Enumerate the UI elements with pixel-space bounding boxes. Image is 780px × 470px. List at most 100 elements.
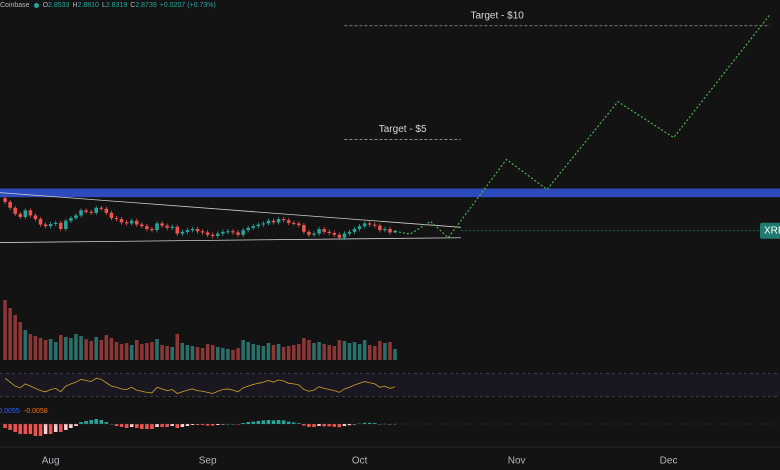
macd-histogram [18,424,23,434]
macd-histogram [347,424,352,426]
macd-histogram [291,422,296,424]
volume-bar [23,330,28,360]
macd-histogram [165,424,169,427]
macd-histogram [276,420,281,424]
ohlc-value: 2.8533 [48,2,70,9]
macd-histogram [200,424,205,425]
macd-histogram [134,424,139,428]
candle-body [145,226,149,229]
macd-histogram [170,424,174,426]
macd-histogram [342,424,347,426]
volume-bar [216,347,220,360]
macd-histogram [79,422,83,424]
volume-bar [43,340,48,360]
volume-bar [185,345,190,360]
macd-histogram [129,424,134,427]
macd-histogram [175,424,180,428]
candle-body [74,215,78,219]
volume-bar [38,338,43,360]
candle-body [13,207,17,214]
volume-bar [155,339,159,360]
rsi-band [0,373,780,397]
candle-body [195,228,200,232]
candle-body [241,230,245,235]
ohlc-key: C [130,2,136,9]
volume-bar [378,341,382,360]
macd-histogram [266,420,271,424]
volume-bar [266,343,271,360]
macd-histogram [185,424,190,426]
volume-bar [362,340,367,360]
candle-body [28,210,33,216]
volume-bar [236,348,240,360]
macd-histogram [155,424,159,427]
volume-bar [104,335,109,360]
candle-body [210,234,215,236]
volume-bar [317,342,321,360]
volume-bar [388,342,392,360]
volume-bar [134,340,139,360]
ohlc-value: 2.8319 [105,2,128,9]
volume-bar [53,342,58,360]
candle-body [200,231,205,233]
macd-histogram [362,422,367,424]
macd-histogram [337,424,342,428]
change: +0.0207 (+0.73%) [159,2,216,9]
macd-histogram [104,422,109,424]
volume-bar [74,334,78,360]
candle-body [357,226,362,229]
macd-histogram [43,424,48,434]
rsi-line [4,377,396,394]
macd-histogram [302,424,306,426]
x-tick-label: Sep [199,456,217,467]
volume-bar [271,345,276,360]
volume-bar [327,345,331,360]
target-label: Target - $10 [470,10,524,21]
macd-histogram [271,420,276,424]
candle-body [8,201,12,208]
macd-histogram [140,424,144,429]
macd-histogram [312,424,316,427]
x-tick-label: Aug [42,456,60,467]
candle-body [276,219,281,223]
x-tick-label: Dec [660,456,678,467]
candle-body [327,231,331,234]
macd-histogram [246,422,250,424]
volume-bar [165,346,169,360]
volume-bar [33,336,38,360]
macd-histogram [160,424,164,427]
candle-body [221,231,225,234]
volume-bar [291,345,296,360]
macd-histogram [53,424,58,432]
volume-bar [129,345,134,360]
candle-body [332,233,337,235]
volume-bar [286,346,291,360]
candle-body [378,225,382,231]
volume-bar [373,346,377,360]
candle-body [367,223,372,225]
candle-body [373,224,377,226]
macd-histogram [13,424,17,432]
macd-histogram [236,424,240,425]
candle-body [347,231,352,234]
macd-histogram [33,424,38,436]
volume-bar [140,344,144,360]
candle-body [48,223,53,227]
macd-histogram [383,423,387,425]
volume-bar [221,348,225,360]
macd-histogram [28,424,33,434]
candle-body [307,231,311,235]
candle-body [291,222,296,224]
candle-body [150,228,154,231]
candle-body [246,227,250,231]
candle-body [134,220,139,225]
macd-value: -0.0055 [0,408,20,415]
volume-bar [124,343,129,360]
candle-body [109,212,114,219]
volume-bar [367,345,372,360]
volume-bar [99,340,104,360]
candle-body [3,198,7,202]
candle-body [155,223,159,231]
candle-body [226,231,230,233]
